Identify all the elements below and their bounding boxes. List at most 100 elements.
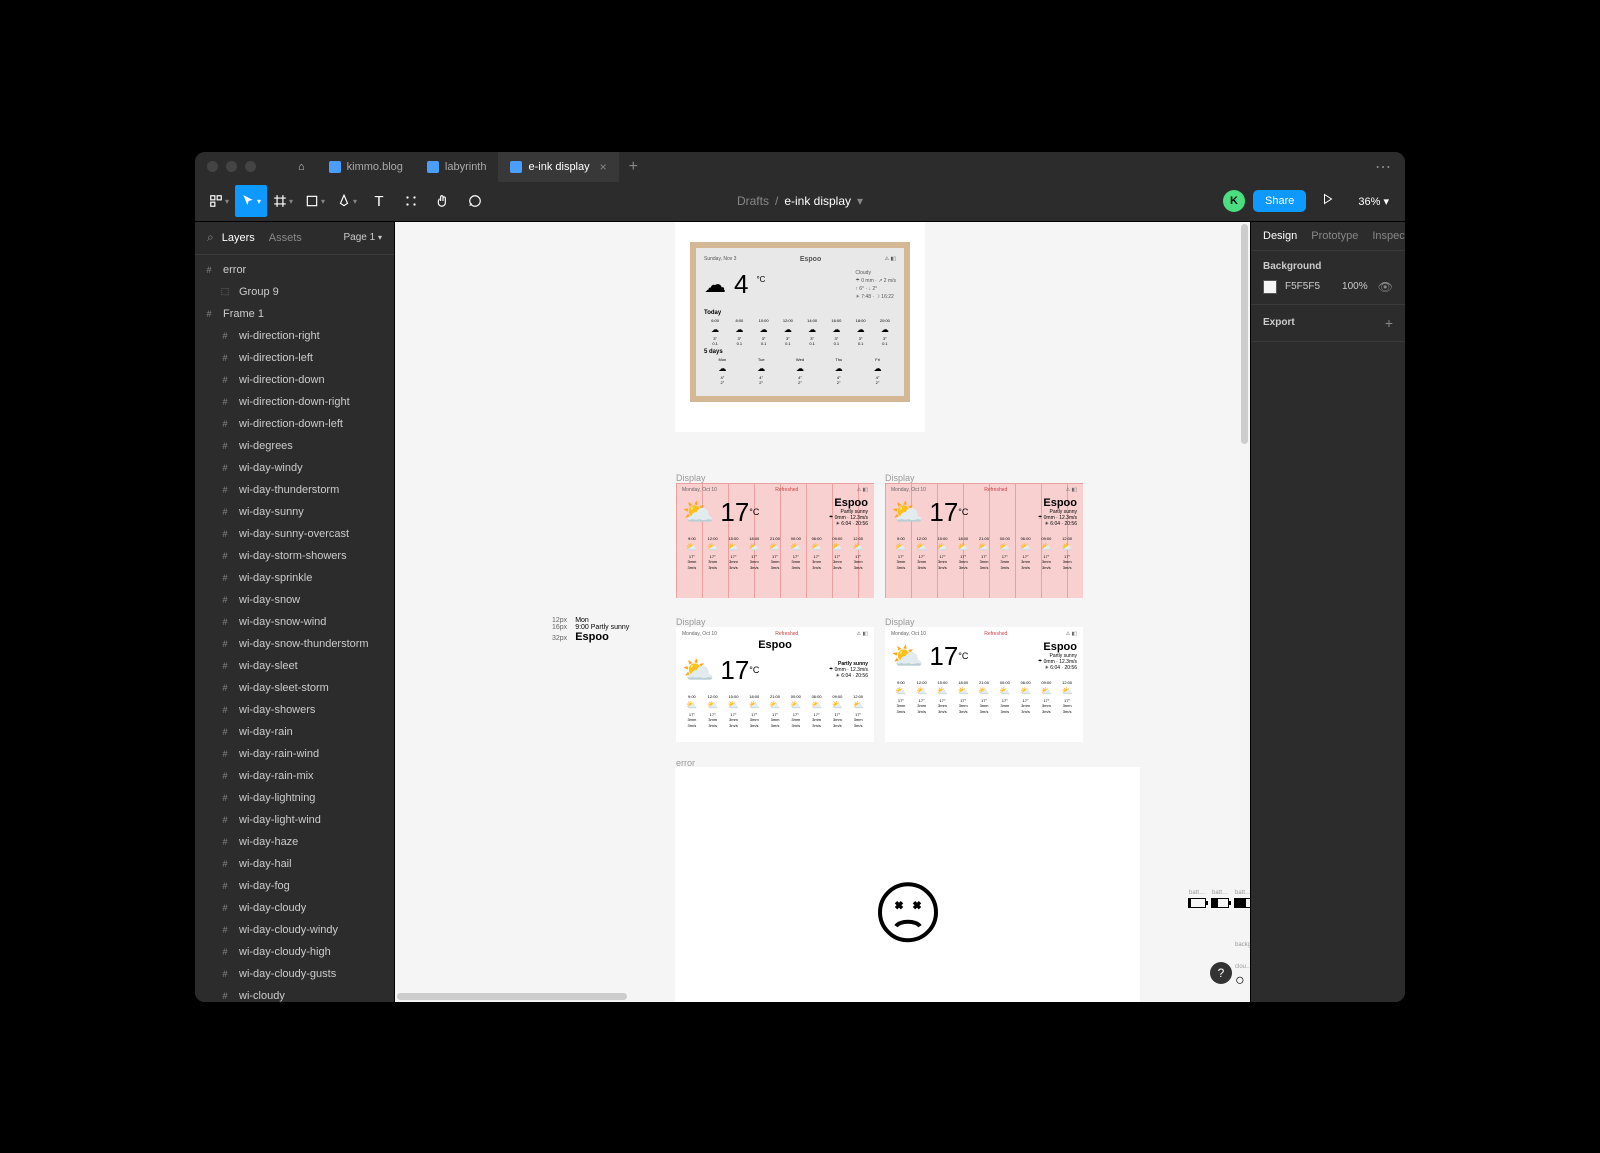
layer-item[interactable]: #wi-day-sleet-storm [195,677,394,699]
layer-item[interactable]: #wi-day-cloudy-high [195,941,394,963]
move-tool[interactable]: ▾ [235,185,267,217]
layer-item[interactable]: #wi-direction-left [195,347,394,369]
layer-item[interactable]: #wi-day-fog [195,875,394,897]
layer-item[interactable]: #wi-day-lightning [195,787,394,809]
frame-label[interactable]: Display [676,617,706,627]
frame-icon: # [219,682,231,694]
file-tab[interactable]: e-ink display× [498,152,618,182]
tab-prototype[interactable]: Prototype [1311,230,1358,242]
visibility-toggle-icon[interactable]: 👁 [1378,280,1393,294]
text-tool[interactable]: T [363,185,395,217]
display-frame-white-1[interactable]: Monday, Oct 10Refreshed⚠ ▮▯Espoo⛅17°CPar… [676,627,874,742]
add-export-icon[interactable]: + [1385,315,1393,331]
layer-item[interactable]: #wi-cloudy [195,985,394,1002]
overflow-menu-icon[interactable]: ⋯ [1375,157,1393,177]
tab-layers[interactable]: Layers [222,230,255,246]
file-tab[interactable]: kimmo.blog [317,152,415,182]
layer-item[interactable]: #wi-day-snow [195,589,394,611]
layer-item[interactable]: #wi-direction-down-right [195,391,394,413]
breadcrumb[interactable]: Drafts / e-ink display ▾ [737,194,863,208]
temperature: 4 [734,269,748,300]
pen-tool[interactable]: ▾ [331,185,363,217]
present-button[interactable] [1314,192,1342,210]
zoom-select[interactable]: 36% ▾ [1350,195,1397,208]
background-opacity[interactable]: 100% [1342,281,1368,292]
layer-item[interactable]: #wi-day-rain-mix [195,765,394,787]
tab-assets[interactable]: Assets [269,230,302,246]
titlebar: ⌂kimmo.bloglabyrinthe-ink display×+ ⋯ [195,152,1405,182]
figma-window: ⌂kimmo.bloglabyrinthe-ink display×+ ⋯ ▾ … [195,152,1405,1002]
canvas[interactable]: Sunday, Nov 3Espoo⚠ ▮▯ ☁ 4°C Cloudy☂ 0 m… [395,222,1250,1002]
layer-item[interactable]: #wi-day-showers [195,699,394,721]
layer-item[interactable]: #wi-day-sleet [195,655,394,677]
error-frame[interactable] [675,767,1140,1002]
layer-item[interactable]: #wi-day-cloudy-gusts [195,963,394,985]
layer-item[interactable]: #wi-day-sunny [195,501,394,523]
eink-display-1: Sunday, Nov 3Espoo⚠ ▮▯ ☁ 4°C Cloudy☂ 0 m… [696,248,904,396]
frame-label[interactable]: Display [885,473,915,483]
layer-item[interactable]: #wi-degrees [195,435,394,457]
layer-item[interactable]: #wi-day-thunderstorm [195,479,394,501]
breadcrumb-parent[interactable]: Drafts [737,194,769,208]
layer-item[interactable]: #error [195,259,394,281]
layer-item[interactable]: #wi-day-rain-wind [195,743,394,765]
chevron-down-icon[interactable]: ▾ [857,194,863,208]
close-tab-icon[interactable]: × [600,160,607,174]
new-tab-button[interactable]: + [619,158,648,176]
layer-item[interactable]: #wi-day-rain [195,721,394,743]
layer-item[interactable]: #wi-day-snow-wind [195,611,394,633]
layer-item[interactable]: #wi-day-storm-showers [195,545,394,567]
layer-item[interactable]: #wi-direction-down [195,369,394,391]
frame-icon: # [219,924,231,936]
layer-item[interactable]: #wi-day-hail [195,853,394,875]
layer-item[interactable]: #wi-day-sunny-overcast [195,523,394,545]
maximize-window-icon[interactable] [245,161,256,172]
display-frame-red-2[interactable]: Monday, Oct 10Refreshed⚠ ▮▯⛅17°CEspooPar… [885,483,1083,598]
tab-inspect[interactable]: Inspect [1372,230,1405,242]
frame-icon: # [219,968,231,980]
layer-item[interactable]: ⬚Group 9 [195,281,394,303]
display-frame-red-1[interactable]: Monday, Oct 10Refreshed⚠ ▮▯⛅17°CEspooPar… [676,483,874,598]
tab-design[interactable]: Design [1263,230,1297,242]
search-icon[interactable]: ⌕ [207,230,214,245]
frame-icon: # [219,374,231,386]
page-select[interactable]: Page 1 ▾ [344,232,383,243]
display-frame-white-2[interactable]: Monday, Oct 10Refreshed⚠ ▮▯⛅17°CEspooPar… [885,627,1083,742]
resources-tool[interactable] [395,185,427,217]
layer-item[interactable]: #wi-day-windy [195,457,394,479]
layer-item[interactable]: #wi-direction-down-left [195,413,394,435]
breadcrumb-current[interactable]: e-ink display [784,194,851,208]
frame-icon: # [219,704,231,716]
layer-item[interactable]: #wi-day-light-wind [195,809,394,831]
frame-label[interactable]: Display [676,473,706,483]
frame-label[interactable]: Display [885,617,915,627]
layer-item[interactable]: #Frame 1 [195,303,394,325]
share-button[interactable]: Share [1253,190,1306,212]
minimize-window-icon[interactable] [226,161,237,172]
frame-icon: # [219,440,231,452]
battery-components[interactable]: batt…batt…batt…batt… [1188,890,1250,908]
scrollbar-horizontal[interactable] [397,993,627,1000]
layer-item[interactable]: #wi-direction-right [195,325,394,347]
layer-item[interactable]: #wi-day-cloudy [195,897,394,919]
main-menu-button[interactable]: ▾ [203,185,235,217]
frame-icon: # [203,308,215,320]
help-button[interactable]: ? [1210,962,1232,984]
hand-tool[interactable] [427,185,459,217]
layer-item[interactable]: #wi-day-sprinkle [195,567,394,589]
avatar[interactable]: K [1223,190,1245,212]
eink-framed-artboard[interactable]: Sunday, Nov 3Espoo⚠ ▮▯ ☁ 4°C Cloudy☂ 0 m… [675,222,925,432]
frame-tool[interactable]: ▾ [267,185,299,217]
shape-tool[interactable]: ▾ [299,185,331,217]
scrollbar-vertical[interactable] [1241,224,1248,444]
home-tab[interactable]: ⌂ [286,152,317,182]
layer-item[interactable]: #wi-day-snow-thunderstorm [195,633,394,655]
comment-tool[interactable] [459,185,491,217]
file-tab[interactable]: labyrinth [415,152,499,182]
layer-item[interactable]: #wi-day-cloudy-windy [195,919,394,941]
layer-item[interactable]: #wi-day-haze [195,831,394,853]
background-hex[interactable]: F5F5F5 [1285,281,1320,292]
cloud-components[interactable]: backg…b…clou…clo…○◐ [1235,942,1250,990]
background-color-swatch[interactable] [1263,280,1277,294]
close-window-icon[interactable] [207,161,218,172]
